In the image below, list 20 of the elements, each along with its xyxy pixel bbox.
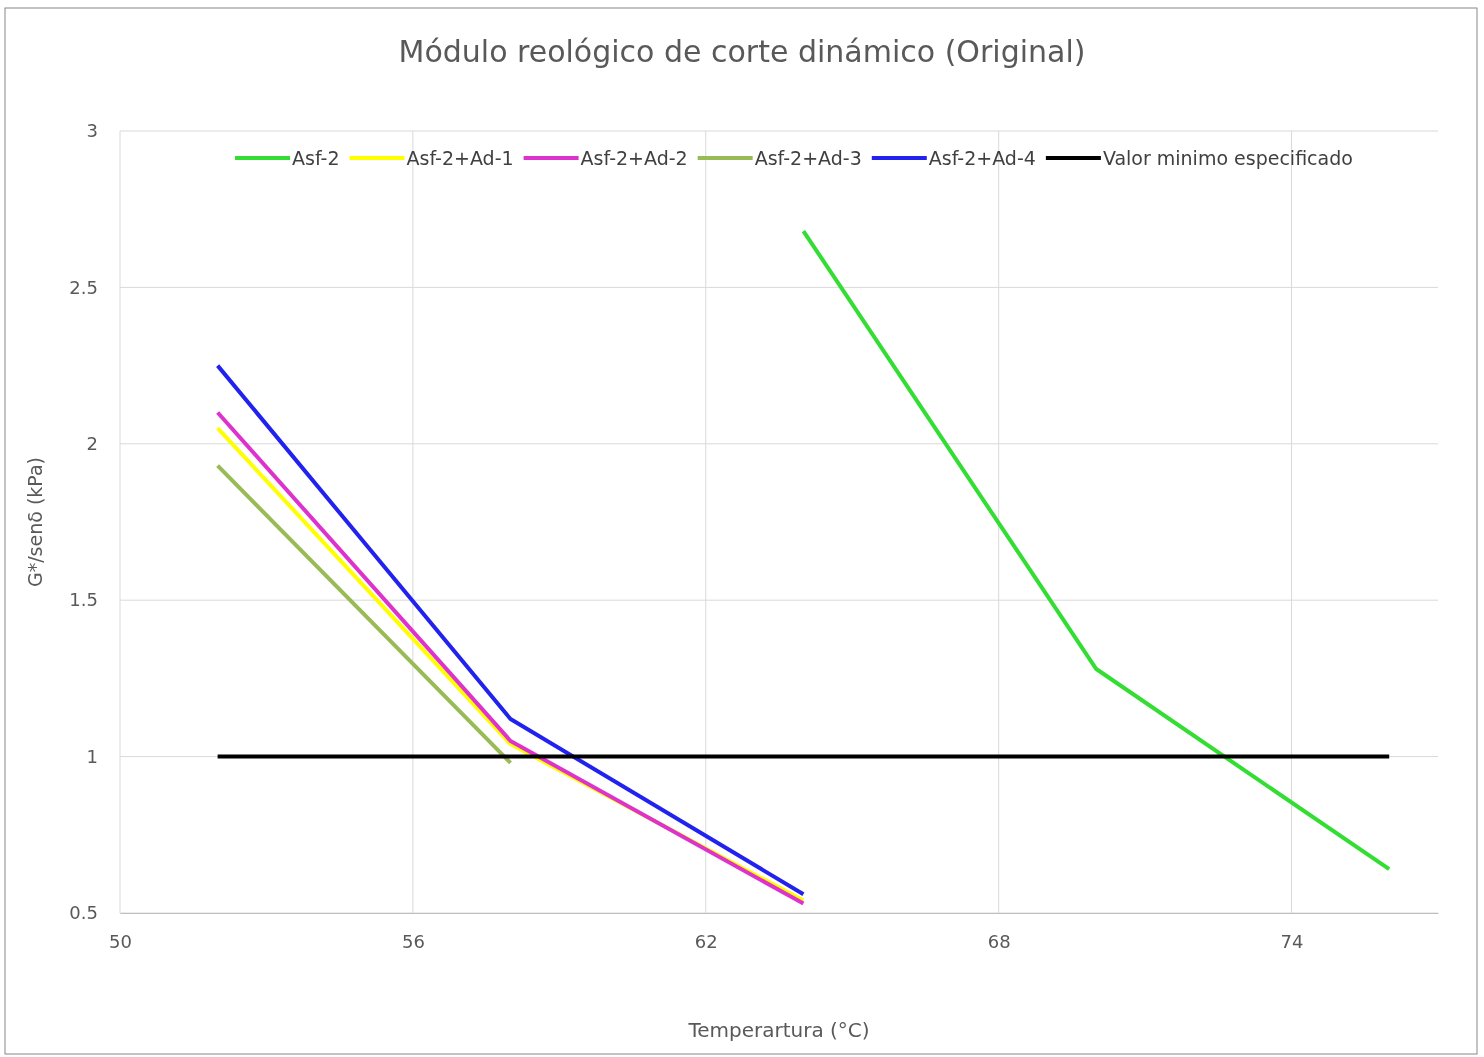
x-tick-label: 56 [401, 930, 425, 952]
legend-label: Asf-2+Ad-4 [928, 147, 1036, 169]
legend-label: Asf-2+Ad-3 [754, 147, 862, 169]
y-axis-title: G*/senδ (kPa) [24, 457, 46, 587]
y-tick-label: 1 [86, 745, 98, 767]
y-tick-label: 1.5 [69, 589, 98, 611]
legend-label: Asf-2+Ad-2 [580, 147, 688, 169]
y-tick-label: 0.5 [69, 902, 98, 924]
x-tick-label: 62 [694, 930, 718, 952]
legend-label: Asf-2+Ad-1 [406, 147, 514, 169]
x-tick-label: 74 [1280, 930, 1304, 952]
legend-label: Asf-2 [292, 147, 340, 169]
y-tick-label: 2 [86, 433, 98, 455]
x-tick-label: 50 [109, 930, 132, 952]
x-axis-title: Temperartura (°C) [687, 1018, 870, 1042]
y-tick-label: 2.5 [69, 276, 98, 298]
x-tick-label: 68 [987, 930, 1011, 952]
y-tick-label: 3 [86, 120, 98, 142]
legend-label: Valor minimo especificado [1102, 147, 1353, 169]
chart-title: Módulo reológico de corte dinámico (Original) [398, 34, 1086, 69]
